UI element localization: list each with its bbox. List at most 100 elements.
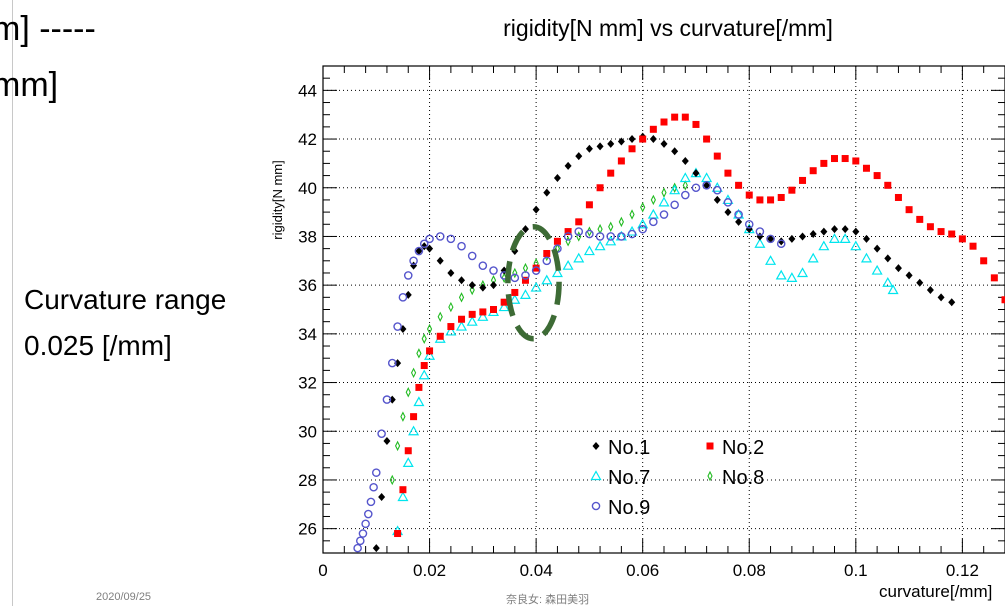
data-point: [410, 413, 417, 420]
data-point: [629, 145, 636, 152]
data-point: [574, 254, 583, 262]
data-point: [469, 311, 476, 318]
data-point: [682, 114, 689, 121]
data-point: [511, 289, 518, 296]
data-point: [357, 537, 364, 544]
data-point: [420, 371, 429, 379]
data-point: [469, 281, 476, 289]
data-point: [714, 196, 721, 204]
data-point: [724, 170, 731, 177]
data-point: [609, 223, 613, 231]
data-point: [641, 203, 645, 211]
legend-label: No.1: [608, 437, 650, 459]
data-point: [863, 235, 870, 243]
data-point: [735, 218, 742, 226]
data-point: [714, 187, 721, 194]
data-point: [428, 325, 432, 333]
y-tick-label: 36: [298, 276, 317, 295]
data-point: [662, 189, 666, 197]
chart-title: rigidity[N mm] vs curvature[/mm]: [503, 15, 833, 41]
data-point: [437, 333, 444, 340]
data-point: [959, 235, 966, 242]
data-point: [819, 242, 828, 250]
data-point: [1002, 296, 1005, 303]
data-point: [628, 230, 635, 237]
data-point: [438, 313, 442, 321]
data-point: [863, 165, 870, 172]
data-point: [422, 335, 426, 343]
x-tick-label: 0: [318, 561, 327, 580]
y-tick-label: 34: [298, 325, 317, 344]
data-point: [479, 262, 486, 269]
data-point: [916, 216, 923, 223]
legend-marker: [592, 472, 601, 480]
data-point: [873, 266, 882, 274]
data-point: [394, 530, 401, 537]
y-tick-label: 26: [298, 520, 317, 539]
data-point: [373, 469, 380, 476]
data-point: [895, 194, 902, 201]
data-point: [980, 257, 987, 264]
legend-entry: No.7: [592, 467, 651, 489]
data-point: [575, 152, 582, 160]
y-tick-label: 30: [298, 422, 317, 441]
y-tick-label: 38: [298, 227, 317, 246]
data-point: [692, 121, 699, 128]
data-point: [630, 211, 634, 219]
data-point: [415, 384, 422, 391]
data-point: [851, 242, 860, 250]
data-point: [671, 201, 678, 208]
data-point: [938, 228, 945, 235]
data-point: [671, 114, 678, 121]
data-point: [660, 211, 667, 218]
legend-marker: [593, 442, 600, 450]
data-point: [447, 269, 454, 277]
data-point: [831, 225, 838, 233]
data-point: [554, 174, 561, 182]
data-point: [458, 243, 465, 250]
data-point: [619, 218, 623, 226]
data-point: [842, 155, 849, 162]
data-point: [468, 317, 477, 325]
data-point: [373, 544, 380, 552]
y-tick-label: 44: [298, 81, 317, 100]
data-point: [396, 442, 400, 450]
data-point: [884, 254, 891, 262]
data-point: [405, 447, 412, 454]
x-axis-label: curvature[/mm]: [879, 582, 992, 601]
data-point: [437, 233, 444, 240]
data-point: [809, 254, 818, 262]
data-point: [650, 135, 657, 143]
data-point: [788, 235, 795, 243]
data-point: [820, 160, 827, 167]
data-point: [412, 369, 416, 377]
data-point: [399, 486, 406, 493]
data-point: [587, 228, 591, 236]
legend-marker: [707, 443, 714, 450]
data-point: [577, 232, 581, 240]
data-point: [426, 347, 433, 354]
data-point: [533, 206, 540, 214]
data-point: [831, 155, 838, 162]
series-no9: [354, 182, 785, 552]
data-point: [927, 223, 934, 230]
data-point: [564, 261, 573, 269]
legend-label: No.2: [722, 437, 764, 459]
data-point: [607, 170, 614, 177]
data-point: [447, 323, 454, 330]
data-point: [766, 256, 775, 264]
data-point: [378, 430, 385, 437]
data-point: [447, 235, 454, 242]
data-point: [460, 293, 464, 301]
data-point: [597, 184, 604, 191]
data-point: [651, 196, 655, 204]
data-point: [906, 271, 913, 279]
data-point: [799, 177, 806, 184]
data-point: [906, 206, 913, 213]
x-tick-label: 0.06: [626, 561, 659, 580]
legend-entry: No.9: [592, 497, 650, 519]
data-point: [598, 225, 602, 233]
data-point: [565, 162, 572, 170]
data-point: [532, 283, 541, 291]
data-point: [586, 201, 593, 208]
